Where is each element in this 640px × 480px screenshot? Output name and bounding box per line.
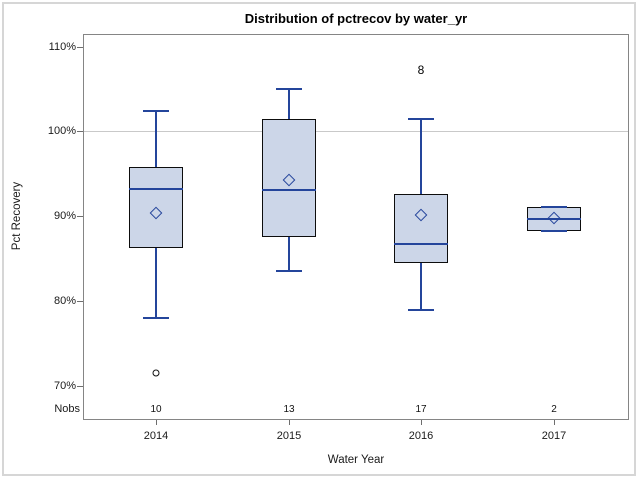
median-line: [129, 188, 183, 191]
reference-line: [84, 130, 628, 132]
y-axis-tick: [77, 131, 83, 133]
outlier-point: [152, 369, 160, 377]
whisker-cap-low: [276, 270, 302, 273]
chart-title: Distribution of pctrecov by water_yr: [244, 11, 468, 26]
nobs-value: 10: [150, 404, 162, 415]
whisker-cap-low: [541, 229, 567, 232]
x-axis-tick: [421, 420, 422, 425]
y-axis-tick: [77, 386, 83, 387]
nobs-value: 2: [551, 404, 557, 415]
x-axis-tick: [156, 420, 157, 425]
y-axis-tick-label: 110%: [48, 40, 76, 53]
median-line: [527, 217, 581, 220]
whisker-cap-high: [143, 110, 169, 112]
nobs-row-label: Nobs: [54, 403, 80, 415]
median-line: [394, 243, 448, 246]
x-axis-title: Water Year: [327, 454, 385, 466]
box: [129, 167, 183, 249]
whisker-cap-high: [541, 205, 567, 208]
whisker-cap-high: [408, 117, 434, 120]
nobs-value: 13: [283, 404, 295, 415]
box: [262, 118, 316, 237]
y-axis-tick-label: 80%: [53, 295, 76, 308]
nobs-value: 17: [415, 404, 427, 415]
x-axis-tick: [554, 420, 555, 425]
whisker-cap-low: [143, 317, 169, 320]
y-axis-tick-label: 70%: [53, 380, 76, 392]
x-axis-tick-label: 2016: [408, 430, 434, 442]
box: [394, 194, 448, 263]
y-axis-tick: [77, 46, 83, 48]
far-outlier-label: 8: [417, 63, 425, 78]
x-axis-tick: [289, 420, 290, 425]
whisker-cap-low: [408, 309, 434, 312]
y-axis-tick-label: 100%: [47, 125, 76, 138]
whisker-cap-high: [276, 87, 302, 90]
y-axis-tick: [77, 216, 83, 218]
plot-frame: [83, 34, 629, 420]
median-line: [262, 188, 316, 191]
y-axis-tick: [77, 301, 83, 303]
x-axis-tick-label: 2014: [143, 430, 169, 442]
x-axis-tick-label: 2015: [276, 430, 302, 442]
x-axis-tick-label: 2017: [541, 430, 567, 442]
y-axis-tick-label: 90%: [53, 210, 76, 223]
